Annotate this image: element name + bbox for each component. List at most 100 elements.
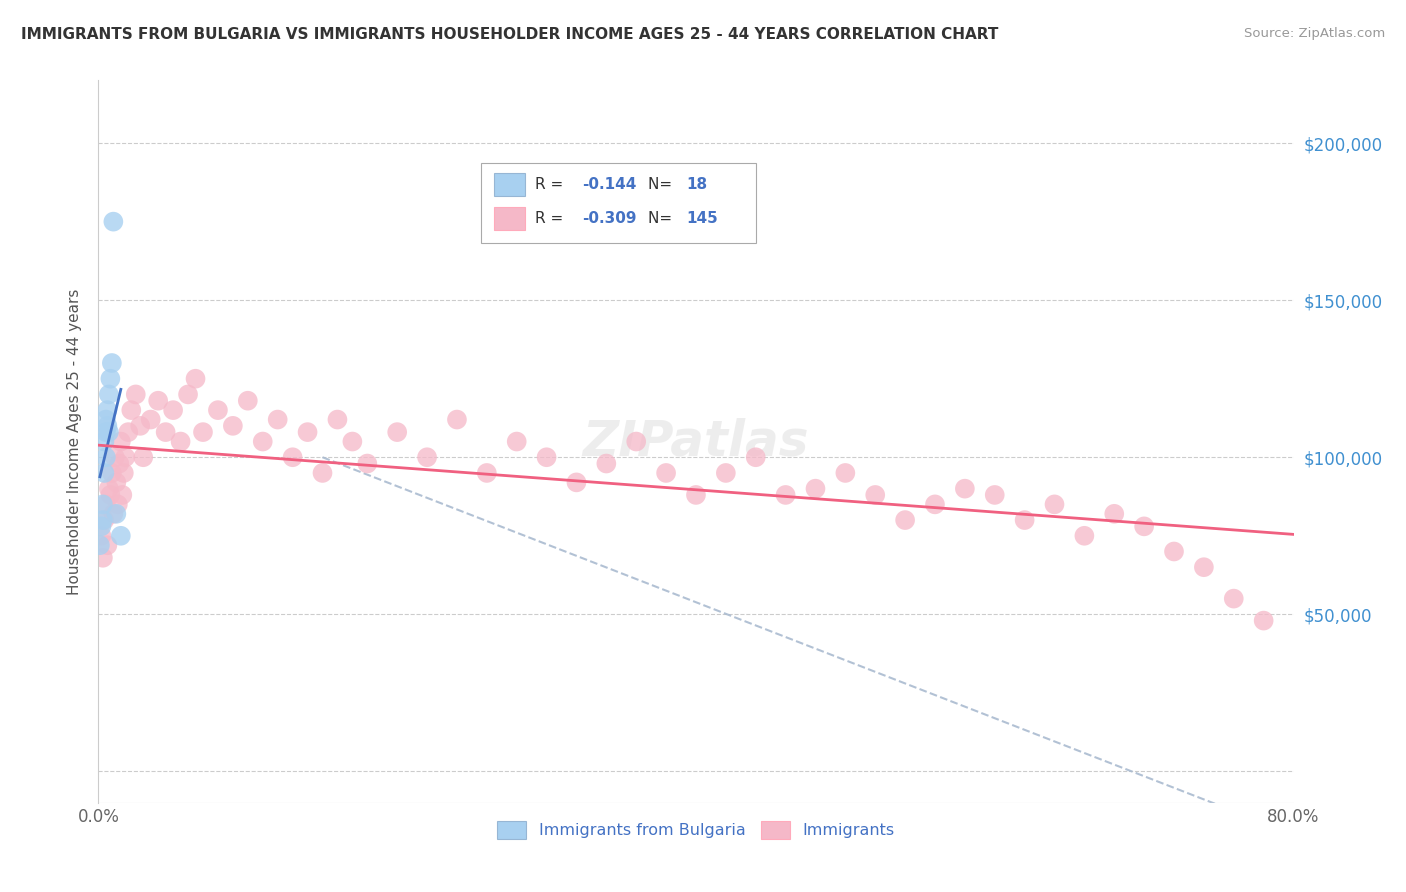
Point	[1253, 614, 1275, 628]
Point	[91, 513, 114, 527]
Point	[894, 513, 917, 527]
Point	[1104, 507, 1126, 521]
Point	[169, 434, 191, 449]
Point	[98, 372, 122, 386]
Text: R =: R =	[534, 211, 568, 226]
Point	[1014, 513, 1036, 527]
Point	[984, 488, 1007, 502]
Point	[565, 475, 588, 490]
Point	[506, 434, 529, 449]
Point	[125, 387, 148, 401]
Point	[685, 488, 707, 502]
Text: 145: 145	[686, 211, 718, 226]
Point	[207, 403, 229, 417]
Point	[89, 538, 111, 552]
Point	[94, 497, 117, 511]
Point	[93, 434, 115, 449]
Point	[110, 434, 132, 449]
Point	[1133, 519, 1156, 533]
Point	[385, 425, 409, 439]
Point	[101, 356, 124, 370]
Point	[97, 425, 120, 439]
Point	[342, 434, 364, 449]
Point	[311, 466, 333, 480]
Point	[1073, 529, 1095, 543]
Point	[865, 488, 887, 502]
Point	[105, 475, 128, 490]
Point	[96, 538, 118, 552]
Text: R =: R =	[534, 177, 568, 192]
Point	[114, 450, 136, 465]
Point	[103, 214, 125, 228]
Point	[91, 550, 114, 565]
Point	[536, 450, 558, 465]
Point	[96, 418, 118, 433]
Point	[356, 457, 378, 471]
Point	[107, 497, 129, 511]
Point	[90, 529, 112, 543]
Point	[446, 412, 468, 426]
Point	[595, 457, 617, 471]
Point	[326, 412, 349, 426]
Point	[97, 482, 120, 496]
Text: Source: ZipAtlas.com: Source: ZipAtlas.com	[1244, 27, 1385, 40]
Text: 18: 18	[686, 177, 707, 192]
Text: N=: N=	[648, 211, 678, 226]
Point	[110, 529, 132, 543]
Point	[108, 457, 131, 471]
Point	[91, 497, 114, 511]
Y-axis label: Householder Income Ages 25 - 44 years: Householder Income Ages 25 - 44 years	[67, 288, 83, 595]
Point	[104, 450, 127, 465]
Point	[191, 425, 214, 439]
Point	[162, 403, 184, 417]
Point	[222, 418, 245, 433]
Text: -0.144: -0.144	[582, 177, 637, 192]
Point	[94, 450, 117, 465]
Point	[129, 418, 152, 433]
Point	[745, 450, 768, 465]
Point	[297, 425, 319, 439]
Point	[714, 466, 737, 480]
Point	[98, 488, 122, 502]
Point	[139, 412, 162, 426]
Point	[93, 513, 115, 527]
Text: IMMIGRANTS FROM BULGARIA VS IMMIGRANTS HOUSEHOLDER INCOME AGES 25 - 44 YEARS COR: IMMIGRANTS FROM BULGARIA VS IMMIGRANTS H…	[21, 27, 998, 42]
Point	[93, 466, 115, 480]
FancyBboxPatch shape	[494, 173, 524, 196]
Point	[804, 482, 827, 496]
Point	[1223, 591, 1246, 606]
Point	[120, 403, 142, 417]
Point	[252, 434, 274, 449]
Point	[416, 450, 439, 465]
Text: N=: N=	[648, 177, 678, 192]
Point	[184, 372, 207, 386]
FancyBboxPatch shape	[481, 163, 756, 243]
Legend: Immigrants from Bulgaria, Immigrants: Immigrants from Bulgaria, Immigrants	[491, 814, 901, 846]
Point	[112, 466, 135, 480]
Text: -0.309: -0.309	[582, 211, 637, 226]
Point	[155, 425, 177, 439]
Point	[94, 412, 117, 426]
Point	[177, 387, 200, 401]
Point	[90, 519, 112, 533]
Point	[96, 403, 118, 417]
Point	[236, 393, 259, 408]
Point	[775, 488, 797, 502]
Point	[103, 507, 125, 521]
Point	[111, 488, 134, 502]
Point	[1163, 544, 1185, 558]
Point	[626, 434, 648, 449]
Point	[97, 387, 120, 401]
Point	[117, 425, 139, 439]
Point	[281, 450, 304, 465]
Point	[834, 466, 856, 480]
Point	[148, 393, 170, 408]
Point	[475, 466, 498, 480]
Point	[655, 466, 678, 480]
Point	[94, 425, 117, 439]
Point	[132, 450, 155, 465]
Point	[101, 466, 124, 480]
Point	[1192, 560, 1215, 574]
Text: ZIPatlas: ZIPatlas	[582, 417, 810, 466]
Point	[105, 507, 128, 521]
